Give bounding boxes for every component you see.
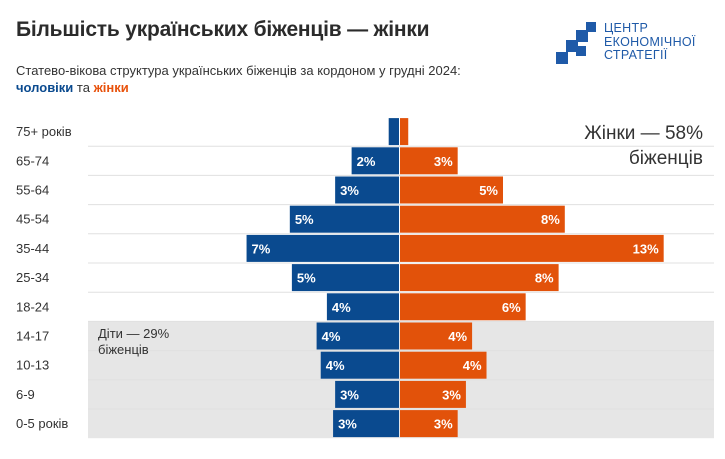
- bar-women: [400, 322, 473, 350]
- bar-women: [400, 380, 466, 408]
- bar-label-women: 3%: [434, 154, 453, 169]
- bar-label-women: 8%: [535, 271, 554, 286]
- women-share-annotation: Жінки — 58% біженців: [584, 121, 703, 171]
- legend: чоловіки та жінки: [16, 80, 129, 95]
- bar-label-women: 8%: [541, 212, 560, 227]
- bar-label-men: 4%: [332, 300, 351, 315]
- chart-subtitle: Статево-вікова структура українських біж…: [16, 63, 461, 78]
- bar-label-men: 5%: [297, 271, 316, 286]
- category-label: 65-74: [16, 153, 49, 168]
- bar-label-men: 4%: [326, 358, 345, 373]
- bar-label-men: 3%: [338, 417, 357, 432]
- bar-men: [246, 234, 399, 262]
- bar-men: [291, 264, 399, 292]
- bar-label-men: 7%: [252, 241, 271, 256]
- bar-men: [316, 322, 399, 350]
- bar-women: [400, 410, 458, 438]
- bar-label-women: 4%: [463, 358, 482, 373]
- children-share-annotation: Діти — 29% біженців: [98, 326, 169, 358]
- bar-women: [400, 351, 487, 379]
- women-share-line-2: біженців: [628, 148, 703, 169]
- bar-men: [388, 118, 399, 146]
- bar-women: [400, 234, 664, 262]
- bar-label-men: 2%: [357, 154, 376, 169]
- bar-label-men: 3%: [340, 387, 359, 402]
- legend-men: чоловіки: [16, 80, 74, 95]
- category-label: 55-64: [16, 183, 49, 198]
- bar-label-men: 3%: [340, 183, 359, 198]
- bar-women: [400, 293, 526, 321]
- legend-connector: та: [73, 80, 94, 95]
- bar-men: [333, 410, 399, 438]
- children-share-line-2: біженців: [98, 342, 149, 357]
- category-label: 18-24: [16, 299, 49, 314]
- category-label: 6-9: [16, 387, 35, 402]
- children-share-line-1: Діти — 29%: [98, 326, 170, 341]
- bar-label-women: 5%: [479, 183, 498, 198]
- bar-men: [351, 147, 399, 175]
- bar-label-men: 5%: [295, 212, 314, 227]
- bar-label-men: 4%: [322, 329, 341, 344]
- logo-line-1: ЦЕНТР: [604, 21, 649, 35]
- legend-women: жінки: [93, 80, 129, 95]
- bar-women: [400, 205, 565, 233]
- bar-label-women: 6%: [502, 300, 521, 315]
- logo-icon: [556, 22, 596, 64]
- bar-men: [289, 205, 399, 233]
- bar-label-women: 3%: [434, 417, 453, 432]
- bar-women: [400, 176, 503, 204]
- bar-label-women: 13%: [633, 241, 659, 256]
- women-share-line-1: Жінки — 58%: [584, 123, 703, 144]
- category-label: 0-5 років: [16, 416, 68, 431]
- category-label: 35-44: [16, 241, 49, 256]
- logo-line-2: ЕКОНОМІЧНОЇ: [604, 34, 696, 49]
- bar-men: [320, 351, 399, 379]
- category-label: 45-54: [16, 212, 49, 227]
- bar-label-women: 3%: [442, 387, 461, 402]
- bar-women: [400, 264, 559, 292]
- bar-women: [400, 118, 409, 146]
- category-label: 10-13: [16, 358, 49, 373]
- chart-title: Більшість українських біженців — жінки: [16, 18, 430, 41]
- category-label: 75+ років: [16, 124, 72, 139]
- category-label: 25-34: [16, 270, 49, 285]
- bar-men: [335, 176, 399, 204]
- bar-women: [400, 147, 458, 175]
- bar-label-women: 4%: [448, 329, 467, 344]
- bar-men: [335, 380, 399, 408]
- category-label: 14-17: [16, 329, 49, 344]
- ces-logo: ЦЕНТР ЕКОНОМІЧНОЇ СТРАТЕГІЇ: [556, 21, 716, 66]
- bar-men: [326, 293, 399, 321]
- logo-line-3: СТРАТЕГІЇ: [604, 48, 668, 62]
